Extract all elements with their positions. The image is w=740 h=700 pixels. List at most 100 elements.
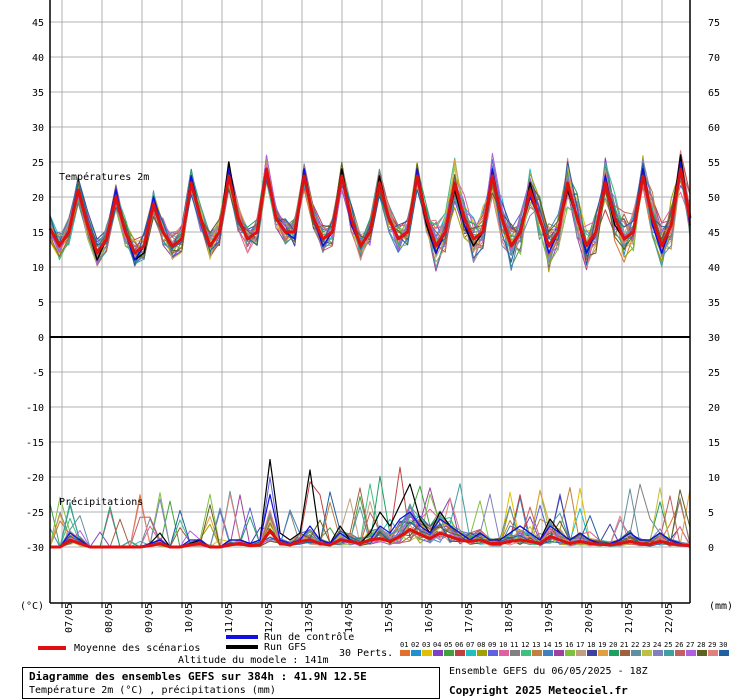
pert-color-swatch: [565, 650, 575, 656]
grid-lines: [50, 0, 690, 603]
left-tick-label: 5: [38, 298, 44, 309]
pert-id-label: 25: [664, 641, 672, 649]
pert-id-label: 24: [653, 641, 661, 649]
right-temp-tick-label: 50: [708, 193, 720, 204]
pert-id-label: 07: [466, 641, 474, 649]
left-tick-label: -25: [26, 508, 44, 519]
right-temp-tick-label: 65: [708, 88, 720, 99]
chart-subtitle: Température 2m (°C) , précipitations (mm…: [29, 685, 276, 696]
pert-color-swatch: [510, 650, 520, 656]
left-tick-label: 10: [32, 263, 44, 274]
pert-color-swatch: [631, 650, 641, 656]
date-tick-label: 08/05: [104, 603, 115, 633]
pert-id-label: 02: [411, 641, 419, 649]
left-tick-label: -5: [32, 368, 44, 379]
left-tick-label: -10: [26, 403, 44, 414]
right-temp-tick-label: 30: [708, 333, 720, 344]
right-temp-tick-label: 40: [708, 263, 720, 274]
right-temp-tick-label: 60: [708, 123, 720, 134]
left-tick-label: -20: [26, 473, 44, 484]
date-tick-label: 12/05: [264, 603, 275, 633]
title-box: Diagramme des ensembles GEFS sur 384h : …: [22, 667, 440, 699]
pert-id-label: 19: [598, 641, 606, 649]
date-tick-label: 13/05: [304, 603, 315, 633]
pert-id-label: 10: [499, 641, 507, 649]
pert-id-label: 06: [455, 641, 463, 649]
left-tick-label: 40: [32, 53, 44, 64]
pert-id-label: 11: [510, 641, 518, 649]
pert-color-swatch: [400, 650, 410, 656]
legend-control-label: Run de contrôle: [264, 631, 354, 643]
temperature-mean-line: [48, 167, 692, 255]
pert-id-label: 03: [422, 641, 430, 649]
pert-color-swatch: [719, 650, 729, 656]
pert-id-label: 26: [675, 641, 683, 649]
right-precip-tick-label: 25: [708, 368, 720, 379]
altitude-label: Altitude du modele : 141m: [178, 655, 329, 666]
pert-id-label: 05: [444, 641, 452, 649]
right-temp-tick-label: 75: [708, 18, 720, 29]
pert-id-label: 30: [719, 641, 727, 649]
left-tick-label: -15: [26, 438, 44, 449]
pert-legend: 01 02 03 04 05 06 07 08 09 10 11 12 13 14 15 16 17 18 19 20…: [400, 641, 729, 656]
temperature-panel-label: Températures 2m: [59, 171, 149, 183]
tick-labels: 454035302520151050-5-10-15-20-25-3075706…: [26, 18, 720, 633]
date-tick-label: 20/05: [584, 603, 595, 633]
pert-color-swatch: [686, 650, 696, 656]
pert-color-swatch: [620, 650, 630, 656]
run-info: Ensemble GEFS du 06/05/2025 - 18Z: [449, 666, 648, 677]
pert-color-swatch: [433, 650, 443, 656]
legend-mean-label: Moyenne des scénarios: [74, 642, 200, 654]
pert-color-swatch: [554, 650, 564, 656]
pert-color-swatch: [499, 650, 509, 656]
pert-id-label: 14: [543, 641, 551, 649]
left-tick-label: 20: [32, 193, 44, 204]
pert-id-label: 12: [521, 641, 529, 649]
right-temp-tick-label: 55: [708, 158, 720, 169]
pert-color-swatch: [455, 650, 465, 656]
pert-id-label: 16: [565, 641, 573, 649]
pert-color-swatch: [598, 650, 608, 656]
pert-color-swatch: [444, 650, 454, 656]
pert-color-swatch: [521, 650, 531, 656]
pert-color-swatch: [477, 650, 487, 656]
left-axis-unit: (°C): [20, 601, 44, 612]
copyright: Copyright 2025 Meteociel.fr: [449, 684, 628, 697]
right-temp-tick-label: 35: [708, 298, 720, 309]
pert-color-swatch: [664, 650, 674, 656]
pert-id-label: 20: [609, 641, 617, 649]
right-temp-tick-label: 45: [708, 228, 720, 239]
right-precip-tick-label: 0: [708, 543, 714, 554]
date-tick-label: 16/05: [424, 603, 435, 633]
pert-color-swatch: [532, 650, 542, 656]
legend-perts-label: 30 Perts.: [339, 648, 393, 659]
pert-id-label: 29: [708, 641, 716, 649]
legend-gfs-label: Run GFS: [264, 642, 306, 653]
pert-color-swatch: [466, 650, 476, 656]
legend: Moyenne des scénarios Run de contrôle Ru…: [38, 631, 729, 659]
pert-id-label: 28: [697, 641, 705, 649]
right-precip-tick-label: 15: [708, 438, 720, 449]
pert-color-swatch: [543, 650, 553, 656]
axes-layer: [49, 0, 691, 608]
pert-id-label: 22: [631, 641, 639, 649]
pert-id-label: 09: [488, 641, 496, 649]
right-precip-tick-label: 10: [708, 473, 720, 484]
pert-color-swatch: [411, 650, 421, 656]
pert-id-label: 18: [587, 641, 595, 649]
left-tick-label: 0: [38, 333, 44, 344]
date-tick-label: 11/05: [224, 603, 235, 633]
pert-id-label: 17: [576, 641, 584, 649]
left-tick-label: -30: [26, 543, 44, 554]
precip-panel-label: Précipitations: [59, 496, 143, 508]
date-tick-label: 17/05: [464, 603, 475, 633]
left-tick-label: 25: [32, 158, 44, 169]
chart-title: Diagramme des ensembles GEFS sur 384h : …: [29, 670, 367, 683]
pert-id-label: 01: [400, 641, 408, 649]
left-tick-label: 15: [32, 228, 44, 239]
pert-color-swatch: [576, 650, 586, 656]
date-tick-label: 14/05: [344, 603, 355, 633]
pert-id-label: 23: [642, 641, 650, 649]
pert-color-swatch: [488, 650, 498, 656]
right-precip-tick-label: 20: [708, 403, 720, 414]
